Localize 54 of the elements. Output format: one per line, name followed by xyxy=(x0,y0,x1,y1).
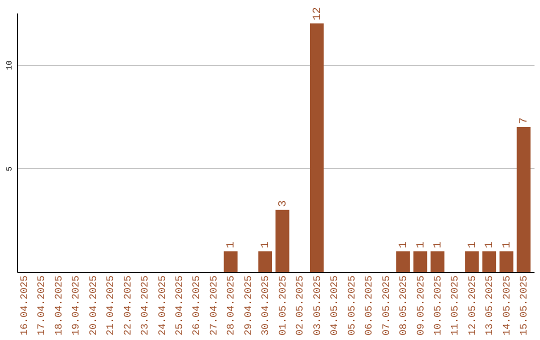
data-label: 7 xyxy=(518,117,531,124)
data-label: 1 xyxy=(466,241,479,248)
x-tick-label: 28.04.2025 xyxy=(226,276,238,336)
y-tick-label: 10 xyxy=(6,60,14,70)
x-tick-label: 14.05.2025 xyxy=(502,276,514,336)
x-tick-label: 06.05.2025 xyxy=(364,276,376,336)
bar xyxy=(482,251,496,272)
x-tick-label: 18.04.2025 xyxy=(54,276,66,336)
x-tick-label: 22.04.2025 xyxy=(123,276,134,336)
x-tick-label: 21.04.2025 xyxy=(106,276,118,336)
x-tick-label: 15.05.2025 xyxy=(520,276,531,336)
x-tick-label: 16.04.2025 xyxy=(20,276,31,336)
bar xyxy=(413,251,428,272)
x-tick-label: 01.05.2025 xyxy=(278,276,290,336)
data-label: 1 xyxy=(398,241,410,248)
x-tick-label: 23.04.2025 xyxy=(140,276,152,336)
bar xyxy=(500,251,514,272)
x-tick-label: 07.05.2025 xyxy=(382,276,393,336)
bar xyxy=(396,251,410,272)
y-tick-label: 5 xyxy=(6,166,14,172)
x-tick-label: 11.05.2025 xyxy=(450,276,462,336)
x-tick-label: 04.05.2025 xyxy=(330,276,342,336)
x-tick-label: 30.04.2025 xyxy=(261,276,272,336)
x-tick-label: 08.05.2025 xyxy=(399,276,410,336)
data-label: 3 xyxy=(277,200,290,207)
bar xyxy=(465,251,479,272)
data-label: 1 xyxy=(432,241,444,248)
x-tick-label: 27.04.2025 xyxy=(209,276,220,336)
x-tick-label: 12.05.2025 xyxy=(468,276,479,336)
bar xyxy=(258,251,272,272)
x-tick-label: 03.05.2025 xyxy=(312,276,324,336)
bar xyxy=(516,126,531,272)
bar xyxy=(430,251,444,272)
x-tick-label: 25.04.2025 xyxy=(174,276,186,336)
x-tick-label: 09.05.2025 xyxy=(416,276,428,336)
x-tick-label: 17.04.2025 xyxy=(37,276,48,336)
x-tick-label: 20.04.2025 xyxy=(88,276,100,336)
x-tick-label: 05.05.2025 xyxy=(347,276,358,336)
data-label: 1 xyxy=(484,241,496,248)
x-tick-label: 24.04.2025 xyxy=(158,276,169,336)
data-label: 12 xyxy=(312,7,324,20)
data-label: 1 xyxy=(260,241,272,248)
data-label: 1 xyxy=(415,241,428,248)
x-tick-label: 02.05.2025 xyxy=(296,276,307,336)
x-tick-label: 29.04.2025 xyxy=(244,276,255,336)
bar xyxy=(276,210,290,272)
x-tick-label: 10.05.2025 xyxy=(433,276,444,336)
x-tick-label: 13.05.2025 xyxy=(485,276,496,336)
data-label: 1 xyxy=(501,241,514,248)
x-tick-label: 26.04.2025 xyxy=(192,276,204,336)
bar xyxy=(310,23,324,272)
data-label: 1 xyxy=(226,241,238,248)
x-tick-label: 19.04.2025 xyxy=(72,276,83,336)
bar xyxy=(224,251,238,272)
